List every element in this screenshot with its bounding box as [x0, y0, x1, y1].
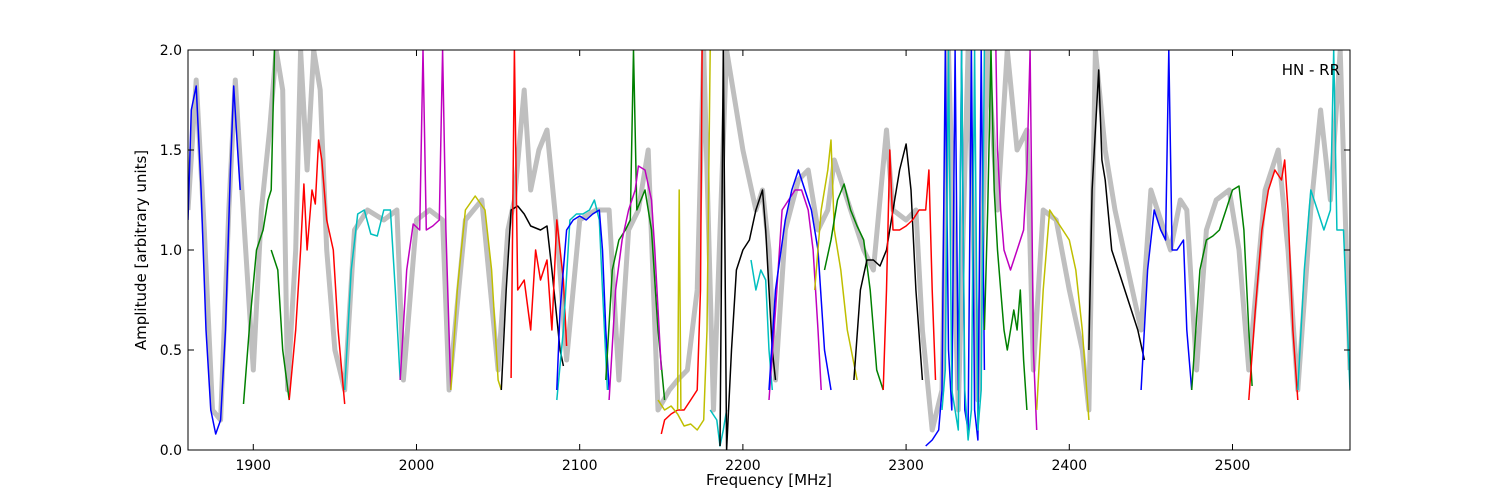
series-line-7-yellow: [450, 195, 503, 391]
series-line-2-green: [242, 50, 276, 405]
y-tick-label: 0.0: [160, 443, 182, 459]
panel-annotation: HN - RR: [1282, 61, 1340, 79]
y-tick-label: 1.0: [160, 243, 182, 259]
series-line-1-blue: [188, 85, 241, 435]
x-tick-label: 2500: [1215, 458, 1251, 474]
series-line-27-cyan: [941, 50, 986, 441]
series-line-6-magenta: [399, 50, 452, 391]
series-line-35-cyan: [1297, 50, 1350, 391]
x-tick-label: 2400: [1051, 458, 1087, 474]
series-line-11-blue: [556, 209, 610, 391]
series-line-25-red: [882, 149, 937, 391]
x-tick-label: 1900: [235, 458, 271, 474]
y-tick-label: 0.5: [160, 343, 182, 359]
y-axis-label: Amplitude [arbitrary units]: [132, 150, 150, 350]
series-line-10-cyan: [556, 199, 609, 401]
series-line-14-red: [660, 50, 703, 435]
series-line-21-blue: [768, 169, 832, 391]
series-line-8-black: [500, 205, 565, 391]
series-lines: [188, 50, 1350, 450]
x-tick-label: 2000: [399, 458, 435, 474]
series-line-34-red: [1248, 159, 1299, 401]
y-axis-ticks: 0.0 0.5 1.0 1.5 2.0: [160, 43, 1350, 459]
x-tick-label: 2100: [562, 458, 598, 474]
x-tick-label: 2200: [725, 458, 761, 474]
x-axis-label: Frequency [MHz]: [706, 471, 832, 489]
y-tick-label: 2.0: [160, 43, 182, 59]
series-line-13-magenta: [608, 165, 663, 401]
x-tick-label: 2300: [888, 458, 924, 474]
series-line-24-black: [853, 143, 924, 381]
series-line-4-red: [288, 139, 346, 405]
series-line-9-red: [510, 50, 568, 379]
series-line-20-magenta: [768, 189, 822, 401]
series-line-23-green: [823, 183, 884, 391]
series-line-12-green: [605, 50, 666, 401]
series-line-31-black: [1088, 69, 1146, 361]
series-line-29-magenta: [995, 50, 1038, 431]
series-line-15-yellow: [657, 50, 711, 431]
x-axis-ticks: 1900 2000 2100 2200 2300 2400 2500: [235, 50, 1250, 474]
y-tick-label: 1.5: [160, 143, 182, 159]
series-line-32-blue: [1140, 50, 1193, 391]
series-line-16-yellow: [676, 189, 682, 411]
series-line-5-cyan: [343, 209, 401, 391]
series-line-33-green: [1190, 185, 1253, 391]
series-line-30-yellow: [1035, 209, 1090, 421]
series-line-28-green: [983, 50, 1028, 411]
series-line-18-black: [719, 50, 777, 450]
series-line-19-cyan: [750, 259, 774, 391]
series-line-3-green: [270, 249, 290, 401]
series-line-22-yellow: [813, 139, 858, 381]
